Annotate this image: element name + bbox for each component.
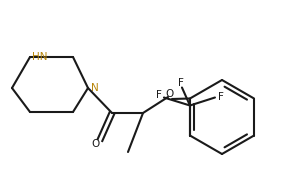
Text: N: N (91, 83, 99, 93)
Text: O: O (91, 139, 99, 149)
Text: O: O (165, 89, 173, 99)
Text: F: F (178, 77, 184, 88)
Text: HN: HN (32, 52, 48, 62)
Text: F: F (156, 91, 162, 101)
Text: F: F (218, 91, 224, 101)
